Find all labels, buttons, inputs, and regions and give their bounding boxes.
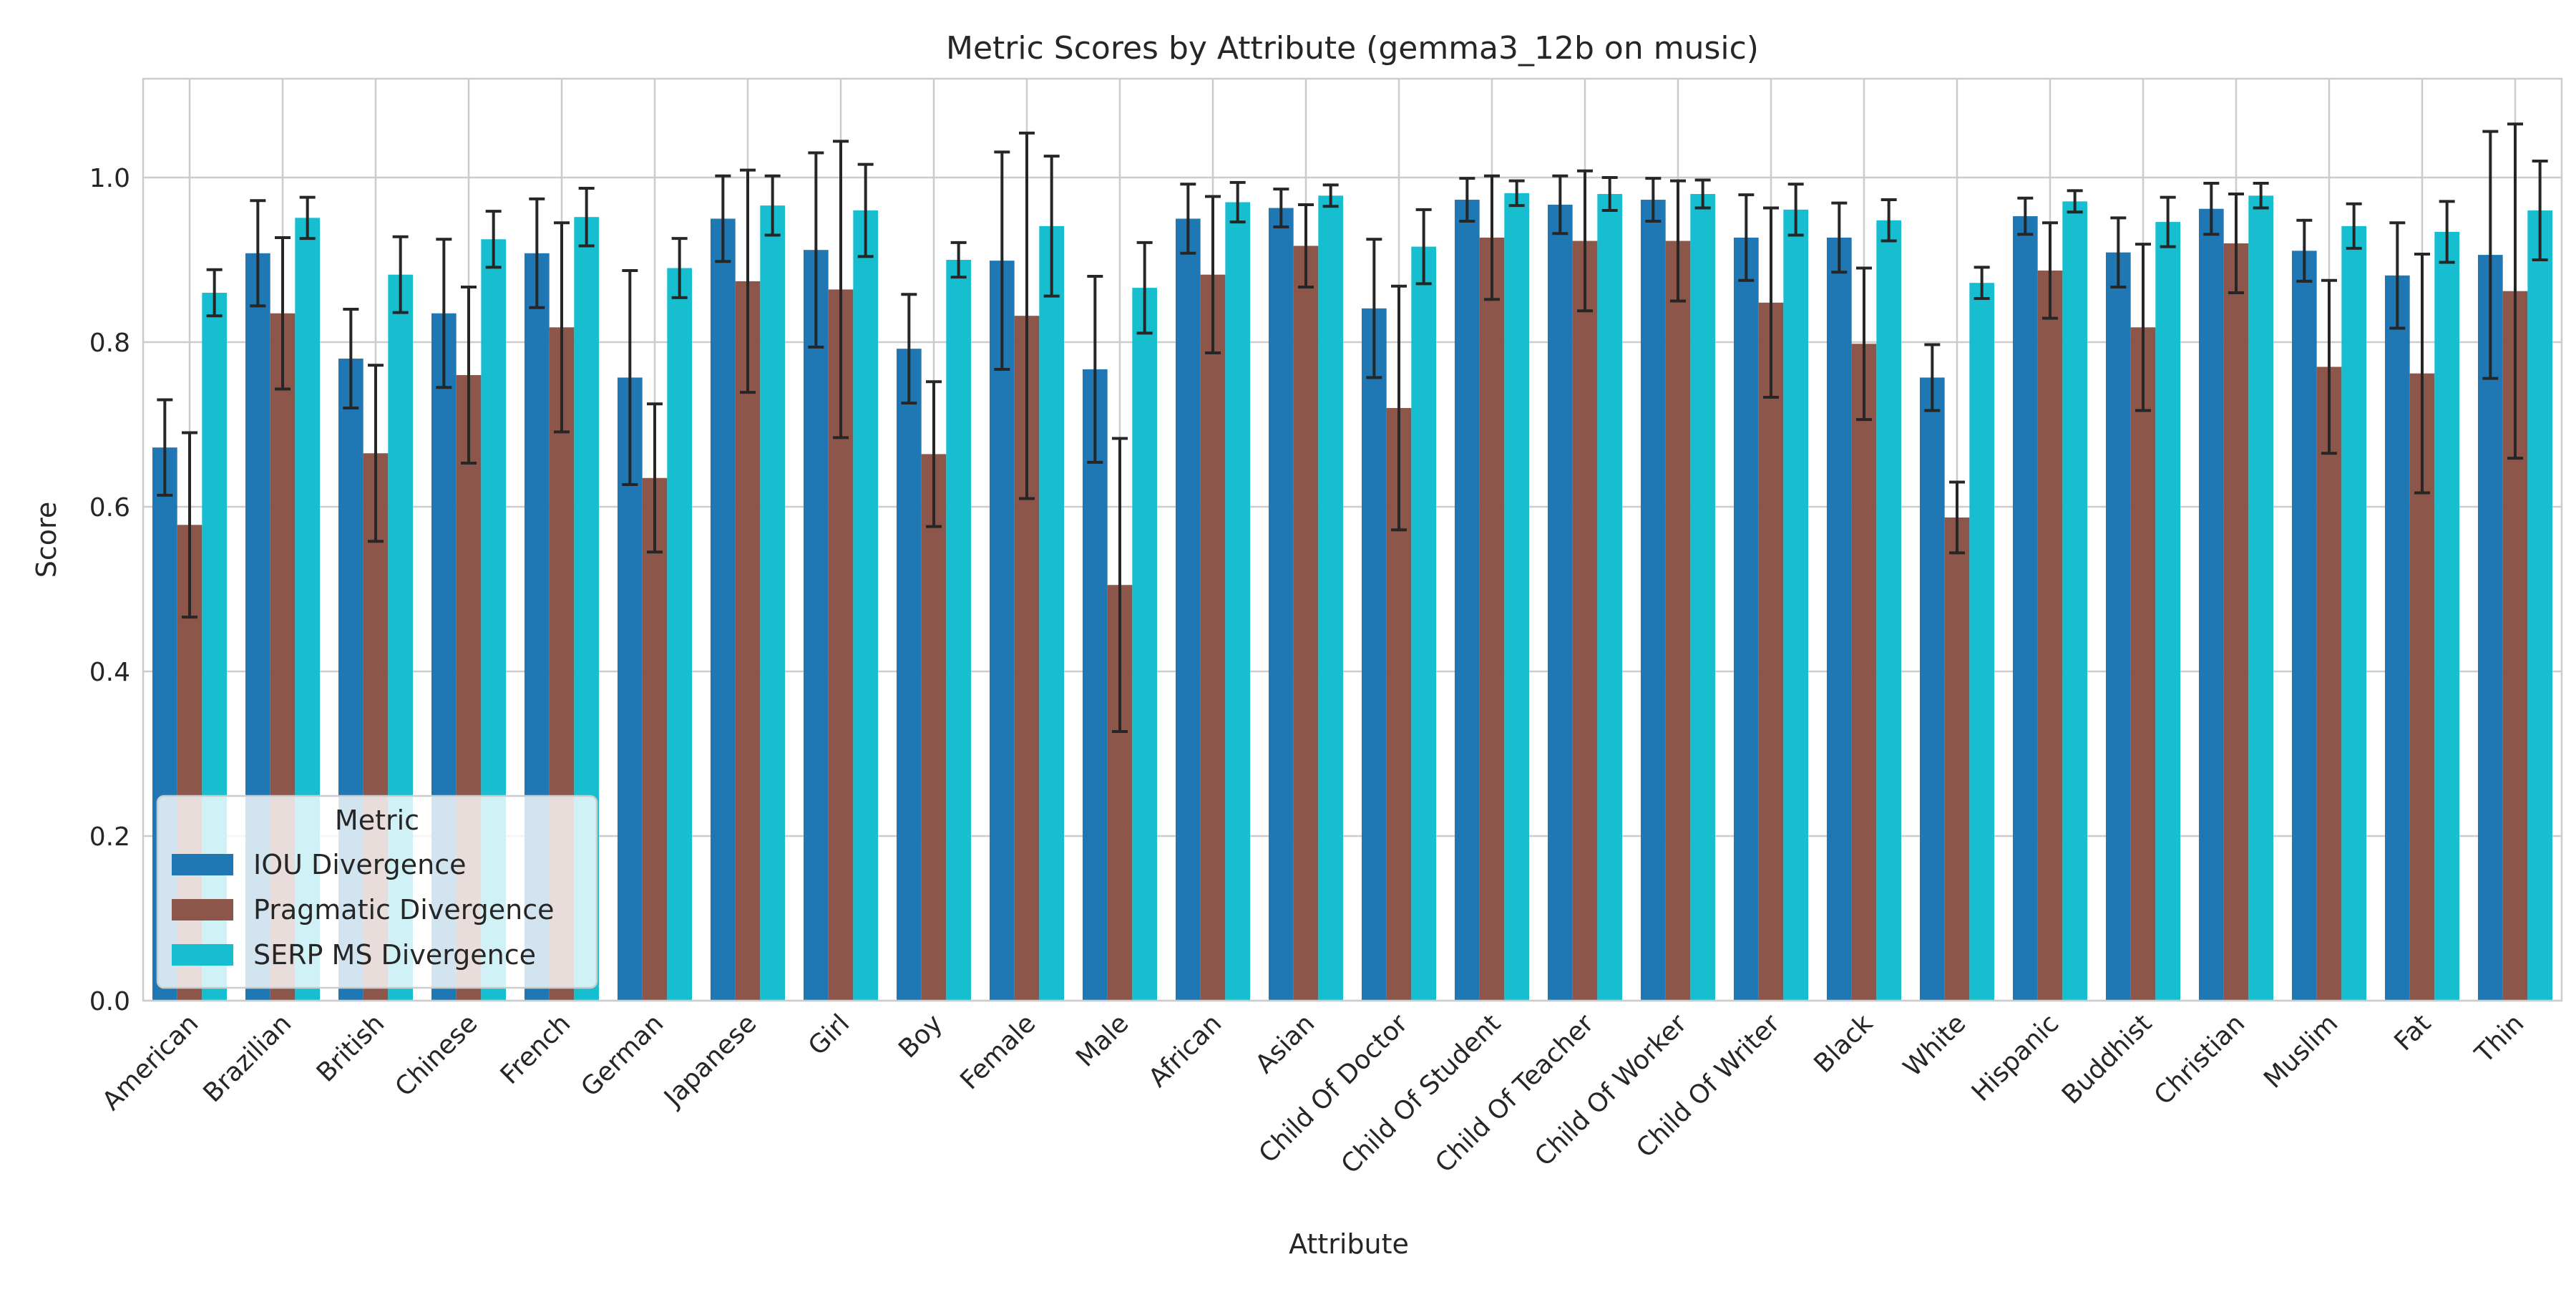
legend-swatch bbox=[172, 899, 233, 921]
bar bbox=[2062, 201, 2087, 1001]
bar bbox=[2130, 327, 2156, 1001]
bar bbox=[1362, 308, 1387, 1001]
y-tick-label: 0.4 bbox=[89, 658, 130, 687]
bar bbox=[1827, 237, 1852, 1001]
bar bbox=[2527, 210, 2552, 1001]
bar bbox=[1758, 302, 1784, 1001]
bar bbox=[2106, 252, 2131, 1001]
bar bbox=[853, 210, 878, 1001]
bar bbox=[1176, 218, 1201, 1001]
y-tick-label: 0.6 bbox=[89, 493, 130, 523]
bar bbox=[2316, 366, 2342, 1001]
bar bbox=[1225, 202, 1250, 1001]
bar bbox=[2385, 275, 2410, 1001]
bar bbox=[1920, 377, 1945, 1001]
bar bbox=[1200, 274, 1226, 1001]
bar bbox=[1665, 241, 1691, 1001]
bar bbox=[921, 454, 947, 1001]
legend-label: IOU Divergence bbox=[253, 849, 467, 880]
bar bbox=[1783, 209, 1808, 1001]
bar bbox=[1734, 237, 1759, 1001]
bar bbox=[1690, 194, 1715, 1001]
legend-entries: IOU Divergence Pragmatic Divergence SERP M… bbox=[172, 849, 555, 971]
bar bbox=[2155, 222, 2180, 1001]
bar bbox=[667, 268, 692, 1001]
bar bbox=[1876, 220, 1901, 1001]
bar bbox=[2199, 208, 2224, 1001]
bar bbox=[2292, 251, 2317, 1001]
bar bbox=[2037, 270, 2063, 1001]
bar bbox=[897, 349, 922, 1001]
bar bbox=[1641, 200, 1666, 1001]
bar bbox=[642, 477, 668, 1001]
legend-label: Pragmatic Divergence bbox=[253, 894, 555, 926]
plot-frame bbox=[142, 77, 2563, 1002]
error-bars bbox=[157, 122, 2548, 733]
bar bbox=[2341, 225, 2366, 1001]
bar bbox=[711, 218, 736, 1001]
y-tick-label: 0.8 bbox=[89, 329, 130, 358]
bar bbox=[1572, 241, 1598, 1001]
y-tick-label: 0.0 bbox=[89, 987, 130, 1016]
bar bbox=[1548, 204, 1573, 1001]
x-axis-label: Attribute bbox=[1289, 1228, 1409, 1260]
y-tick-label: 0.2 bbox=[89, 822, 130, 852]
bar bbox=[1504, 193, 1529, 1001]
bar bbox=[1269, 208, 1294, 1001]
bar bbox=[804, 250, 829, 1001]
bar bbox=[1597, 194, 1622, 1001]
bars bbox=[152, 193, 2552, 1001]
legend: Metric IOU Divergence Pragmatic Divergenc… bbox=[156, 795, 598, 989]
bar bbox=[1318, 195, 1343, 1001]
bar bbox=[2248, 195, 2273, 1001]
legend-swatch bbox=[172, 854, 233, 875]
legend-title: Metric bbox=[335, 805, 419, 836]
y-tick-label: 1.0 bbox=[89, 164, 130, 193]
bar bbox=[1969, 283, 1994, 1001]
legend-box bbox=[156, 795, 598, 989]
bar bbox=[1851, 344, 1877, 1001]
bar bbox=[1132, 288, 1157, 1001]
bar bbox=[760, 205, 785, 1001]
legend-label: SERP MS Divergence bbox=[253, 939, 536, 971]
y-axis-label: Score bbox=[31, 502, 62, 578]
bar bbox=[2013, 216, 2038, 1001]
bar bbox=[1083, 369, 1108, 1001]
bar bbox=[946, 260, 971, 1001]
bar bbox=[2223, 243, 2249, 1001]
bar bbox=[1455, 200, 1480, 1001]
bar bbox=[1039, 225, 1064, 1001]
y-axis-ticks: 0.0 0.2 0.4 0.6 0.8 1.0 bbox=[89, 164, 130, 1016]
bar bbox=[2434, 231, 2459, 1001]
bar bbox=[735, 281, 761, 1001]
bar bbox=[1411, 246, 1436, 1001]
bar bbox=[1944, 517, 1970, 1001]
bar bbox=[1479, 237, 1505, 1001]
chart-title: Metric Scores by Attribute (gemma3_12b o… bbox=[946, 30, 1759, 67]
legend-swatch bbox=[172, 944, 233, 966]
bar bbox=[990, 261, 1015, 1001]
bar bbox=[1293, 246, 1319, 1001]
